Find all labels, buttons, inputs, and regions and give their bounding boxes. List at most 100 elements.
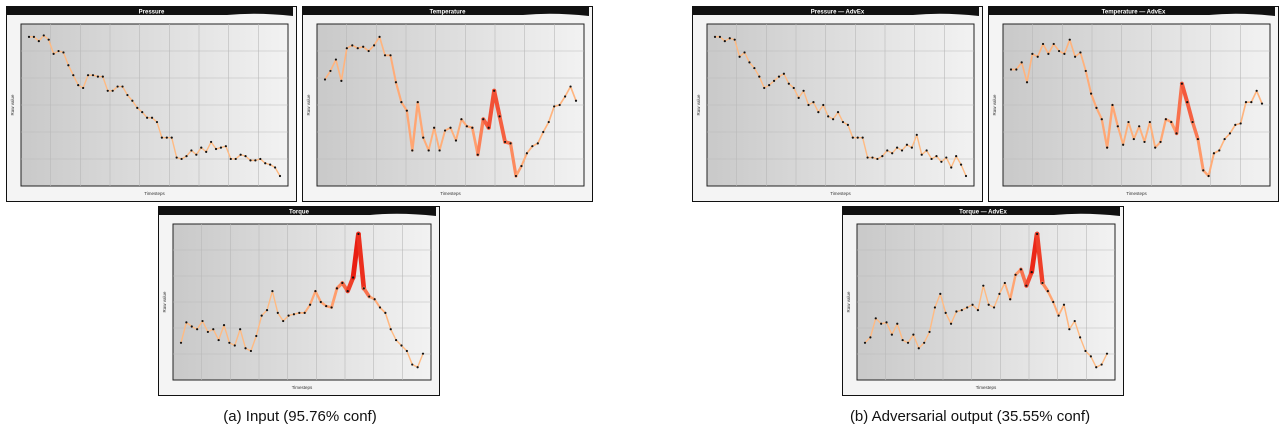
data-point bbox=[886, 149, 889, 152]
series-segment bbox=[918, 342, 925, 349]
data-point bbox=[998, 292, 1001, 295]
data-point bbox=[57, 49, 60, 53]
data-point bbox=[438, 149, 441, 152]
series-segment bbox=[121, 85, 129, 96]
series-segment bbox=[916, 134, 923, 156]
data-point bbox=[846, 123, 849, 126]
data-point bbox=[1052, 42, 1055, 46]
data-point bbox=[1175, 132, 1178, 135]
pressure-chart: Pressure Timesteps Raw value bbox=[6, 6, 297, 202]
series-segment bbox=[1095, 106, 1103, 121]
series-segment bbox=[367, 44, 375, 52]
data-point bbox=[876, 157, 879, 161]
series-segment bbox=[225, 145, 232, 160]
series-segment bbox=[1111, 103, 1119, 128]
series-segment bbox=[733, 38, 741, 58]
data-point bbox=[206, 330, 209, 334]
data-point bbox=[325, 304, 328, 308]
series-segment bbox=[847, 124, 854, 139]
data-point bbox=[1186, 101, 1189, 104]
series-segment bbox=[1100, 118, 1109, 149]
series-segment bbox=[891, 323, 898, 336]
data-point bbox=[1063, 52, 1066, 55]
data-point bbox=[389, 54, 392, 57]
data-point bbox=[357, 232, 360, 236]
series-segment bbox=[274, 166, 281, 177]
series-segment bbox=[891, 146, 898, 154]
series-segment bbox=[1052, 43, 1060, 52]
data-point bbox=[254, 159, 257, 162]
data-point bbox=[944, 311, 947, 314]
data-point bbox=[982, 284, 985, 287]
x-axis-label: Timesteps bbox=[144, 191, 165, 196]
series-segment bbox=[345, 275, 356, 294]
data-point bbox=[341, 281, 344, 285]
data-point bbox=[383, 54, 387, 57]
series-segment bbox=[394, 81, 403, 104]
series-segment bbox=[907, 333, 915, 344]
series-segment bbox=[180, 321, 188, 344]
series-segment bbox=[514, 164, 523, 178]
series-segment bbox=[1074, 320, 1081, 339]
data-point bbox=[1127, 120, 1130, 124]
data-point bbox=[271, 290, 274, 293]
series-segment bbox=[944, 312, 952, 325]
data-point bbox=[155, 120, 159, 124]
series-segment bbox=[861, 136, 869, 159]
data-point bbox=[866, 156, 869, 159]
series-segment bbox=[935, 155, 943, 163]
data-point bbox=[1003, 281, 1006, 285]
data-point bbox=[52, 52, 55, 55]
series-segment bbox=[881, 149, 888, 157]
data-point bbox=[503, 140, 507, 144]
data-point bbox=[945, 156, 948, 159]
data-point bbox=[96, 75, 100, 78]
series-segment bbox=[427, 126, 436, 152]
series-segment bbox=[1034, 231, 1045, 286]
data-point bbox=[713, 35, 717, 38]
data-point bbox=[335, 287, 339, 290]
x-axis-label: Timesteps bbox=[830, 191, 851, 196]
series-segment bbox=[822, 104, 829, 118]
data-point bbox=[1164, 118, 1167, 121]
data-point bbox=[323, 78, 327, 81]
y-axis-label: Raw value bbox=[306, 94, 311, 116]
series-segment bbox=[797, 90, 805, 99]
series-segment bbox=[476, 117, 485, 157]
data-point bbox=[841, 120, 845, 124]
data-point bbox=[514, 174, 518, 178]
chart-title-band bbox=[158, 206, 436, 216]
data-point bbox=[239, 153, 242, 156]
series-segment bbox=[564, 85, 572, 98]
data-point bbox=[1025, 81, 1029, 84]
data-point bbox=[1014, 273, 1017, 276]
series-segment bbox=[239, 328, 247, 349]
data-point bbox=[1148, 120, 1151, 124]
series-segment bbox=[1079, 51, 1087, 72]
data-point bbox=[763, 86, 766, 90]
series-segment bbox=[1052, 300, 1060, 317]
data-point bbox=[82, 86, 85, 90]
data-point bbox=[531, 145, 534, 148]
chart-title: Pressure — AdvEx bbox=[811, 10, 865, 16]
data-point bbox=[476, 153, 479, 156]
series-segment bbox=[925, 149, 933, 160]
chart-title-band bbox=[6, 6, 293, 16]
data-point bbox=[384, 311, 387, 314]
data-point bbox=[871, 156, 874, 159]
series-segment bbox=[1132, 125, 1141, 141]
y-axis-label: Raw value bbox=[10, 94, 15, 116]
data-point bbox=[520, 164, 523, 168]
pressure-advex-chart: Pressure — AdvEx Timesteps Raw value bbox=[692, 6, 983, 202]
series-segment bbox=[1008, 273, 1017, 301]
series-segment bbox=[911, 134, 918, 149]
series-segment bbox=[497, 114, 507, 144]
data-point bbox=[395, 338, 398, 342]
series-segment bbox=[303, 303, 312, 314]
series-segment bbox=[817, 104, 824, 113]
series-segment bbox=[217, 324, 225, 341]
series-segment bbox=[837, 111, 844, 123]
data-point bbox=[728, 37, 731, 40]
series-segment bbox=[335, 58, 343, 82]
series-segment bbox=[277, 312, 284, 322]
